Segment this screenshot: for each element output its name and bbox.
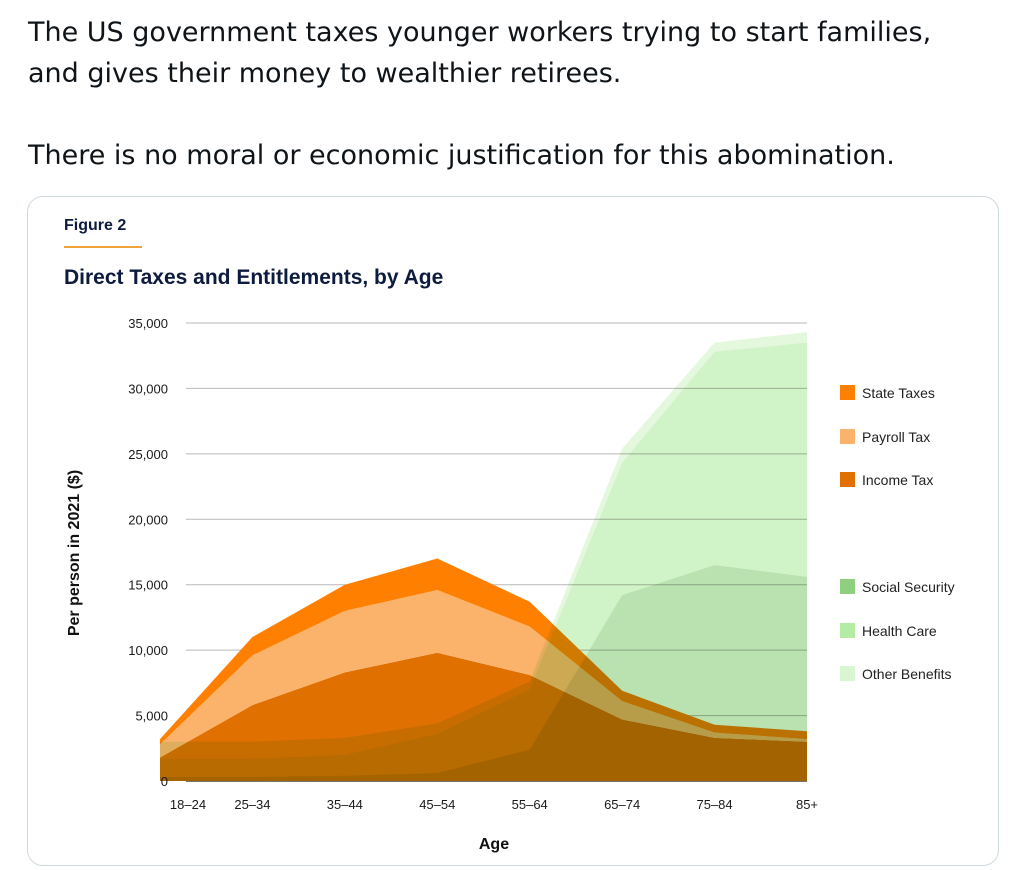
x-tick-label: 75–84 [696,797,732,812]
y-axis-title: Per person in 2021 ($) [66,470,83,636]
legend-swatch [840,385,855,400]
legend-label: Payroll Tax [862,429,930,445]
legend-label: Social Security [862,579,955,595]
x-tick-label: 85+ [796,797,818,812]
x-axis-title: Age [479,836,509,853]
media-card[interactable]: Figure 2 Direct Taxes and Entitlements, … [27,196,999,866]
chart-title: Direct Taxes and Entitlements, by Age [64,266,444,289]
area-health-care [160,342,807,778]
paragraph-gap [28,94,988,135]
legend-item-income-tax: Income Tax [840,472,933,488]
x-tick-label: 25–34 [234,797,270,812]
y-tick-label: 15,000 [128,578,168,593]
y-tick-label: 0 [161,774,168,789]
figure-label-underline [64,246,142,248]
legend-label: Other Benefits [862,666,952,682]
legend-swatch [840,429,855,444]
legend-label: Health Care [862,623,937,639]
area-chart: 0 5,000 10,000 15,000 20,000 25,000 30,000 35,0… [66,316,955,853]
post-text-line-2: There is no moral or economic justificat… [28,140,895,171]
legend-item-social-security: Social Security [840,579,955,595]
legend-item-payroll-tax: Payroll Tax [840,429,930,445]
legend-label: Income Tax [862,472,933,488]
y-tick-label: 20,000 [128,512,168,527]
legend-swatch [840,472,855,487]
figure-label: Figure 2 [64,217,127,234]
x-tick-label: 45–54 [419,797,455,812]
area-social-security [160,565,807,781]
legend-item-state-taxes: State Taxes [840,385,935,401]
y-tick-label: 5,000 [135,709,168,724]
legend-swatch [840,623,855,638]
legend-item-other-benefits: Other Benefits [840,666,952,682]
y-tick-label: 25,000 [128,447,168,462]
y-tick-label: 10,000 [128,643,168,658]
legend-item-health-care: Health Care [840,623,937,639]
x-tick-label: 65–74 [604,797,640,812]
legend-swatch [840,666,855,681]
x-tick-label: 55–64 [512,797,548,812]
x-tick-label: 35–44 [327,797,363,812]
y-tick-label: 35,000 [128,316,168,331]
post-text: The US government taxes younger workers … [28,12,988,176]
x-tick-label: 18–24 [170,797,206,812]
legend-swatch [840,579,855,594]
legend-label: State Taxes [862,385,935,401]
post-text-line-1: The US government taxes younger workers … [28,17,932,89]
area-state-taxes [160,558,807,745]
y-tick-label: 30,000 [128,381,168,396]
